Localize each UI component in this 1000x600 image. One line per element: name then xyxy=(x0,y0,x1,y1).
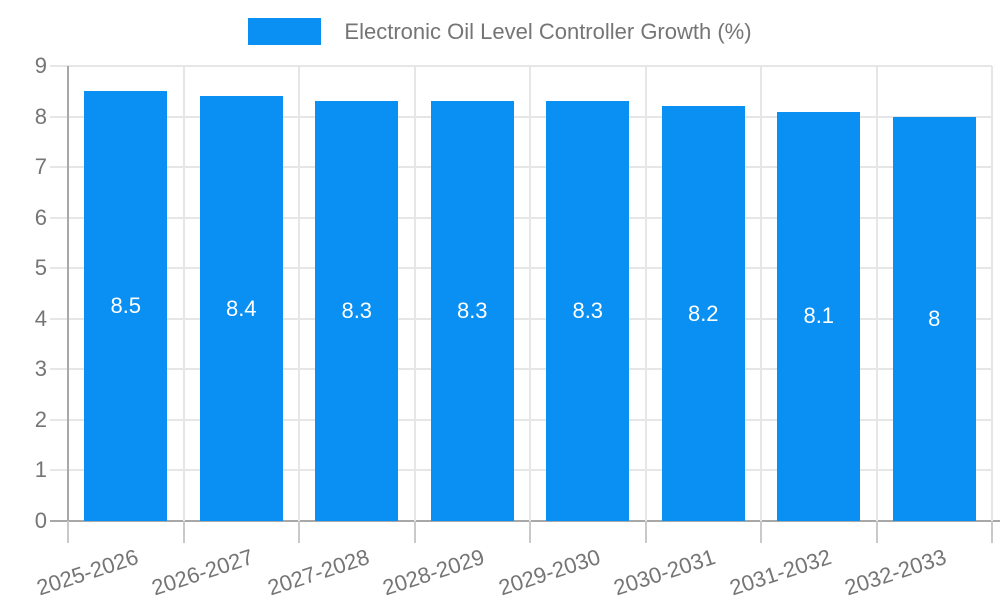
bar-value-label: 8.1 xyxy=(803,303,835,329)
bar: 8.4 xyxy=(199,96,283,521)
y-axis-label: 2 xyxy=(34,406,47,432)
y-axis-label: 1 xyxy=(34,457,47,483)
y-axis-line xyxy=(67,66,69,521)
y-axis-label: 8 xyxy=(34,103,47,129)
x-gridline xyxy=(991,66,993,521)
bar: 8.5 xyxy=(84,91,168,521)
x-gridline xyxy=(413,66,416,521)
chart-legend: Electronic Oil Level Controller Growth (… xyxy=(0,18,1000,45)
x-axis-tick xyxy=(991,521,993,543)
bar-value-label: 8.5 xyxy=(110,293,142,319)
y-axis-label: 4 xyxy=(34,305,47,331)
y-axis-tick xyxy=(50,368,68,371)
y-axis-label: 0 xyxy=(34,508,47,533)
bar-value-label: 8.4 xyxy=(225,295,257,321)
y-axis-tick xyxy=(50,317,68,320)
x-axis-tick xyxy=(529,521,531,543)
x-axis-baseline xyxy=(50,520,1000,522)
bar: 8 xyxy=(892,116,976,521)
y-axis-label: 5 xyxy=(34,255,47,281)
x-axis-label: 2028-2029 xyxy=(379,544,488,600)
bar: 8.1 xyxy=(777,111,861,521)
x-axis-tick xyxy=(644,521,647,543)
y-axis-label: 3 xyxy=(34,356,47,382)
bar-value-label: 8.3 xyxy=(456,298,488,324)
x-axis-label: 2030-2031 xyxy=(610,544,719,600)
bar-value-label: 8.3 xyxy=(341,298,373,324)
bar: 8.3 xyxy=(430,101,514,521)
y-axis-label: 7 xyxy=(34,154,47,180)
x-axis-label: 2025-2026 xyxy=(33,544,141,600)
y-axis-tick xyxy=(50,469,68,472)
x-axis-tick xyxy=(182,521,185,543)
x-axis-label: 2029-2030 xyxy=(495,544,603,600)
x-axis-label: 2032-2033 xyxy=(841,544,950,600)
y-axis-tick xyxy=(50,65,68,67)
x-axis-tick xyxy=(875,521,878,543)
y-axis-tick xyxy=(50,115,68,118)
x-axis-tick xyxy=(298,521,300,543)
x-gridline xyxy=(182,66,185,521)
x-gridline xyxy=(875,66,878,521)
bar: 8.2 xyxy=(661,106,745,521)
bar-value-label: 8.3 xyxy=(572,298,604,324)
legend-label: Electronic Oil Level Controller Growth (… xyxy=(344,19,752,44)
bar: 8.3 xyxy=(315,101,399,521)
x-axis-tick xyxy=(67,521,69,543)
x-axis-tick xyxy=(413,521,416,543)
y-axis-tick xyxy=(50,166,68,169)
x-gridline xyxy=(760,66,762,521)
y-axis-tick xyxy=(50,418,68,421)
bar-value-label: 8.2 xyxy=(687,300,719,326)
x-gridline xyxy=(298,66,300,521)
bar-value-label: 8 xyxy=(928,305,941,331)
legend-swatch xyxy=(248,18,322,45)
y-axis-label: 6 xyxy=(34,204,47,230)
y-axis-tick xyxy=(50,267,68,270)
x-axis-label: 2026-2027 xyxy=(148,544,257,600)
x-axis-label: 2027-2028 xyxy=(264,544,372,600)
y-axis-tick xyxy=(50,216,68,219)
bar: 8.3 xyxy=(546,101,630,521)
y-axis-label: 9 xyxy=(34,53,47,78)
x-axis-label: 2031-2032 xyxy=(726,544,834,600)
x-gridline xyxy=(644,66,647,521)
x-axis-tick xyxy=(760,521,762,543)
x-gridline xyxy=(529,66,531,521)
